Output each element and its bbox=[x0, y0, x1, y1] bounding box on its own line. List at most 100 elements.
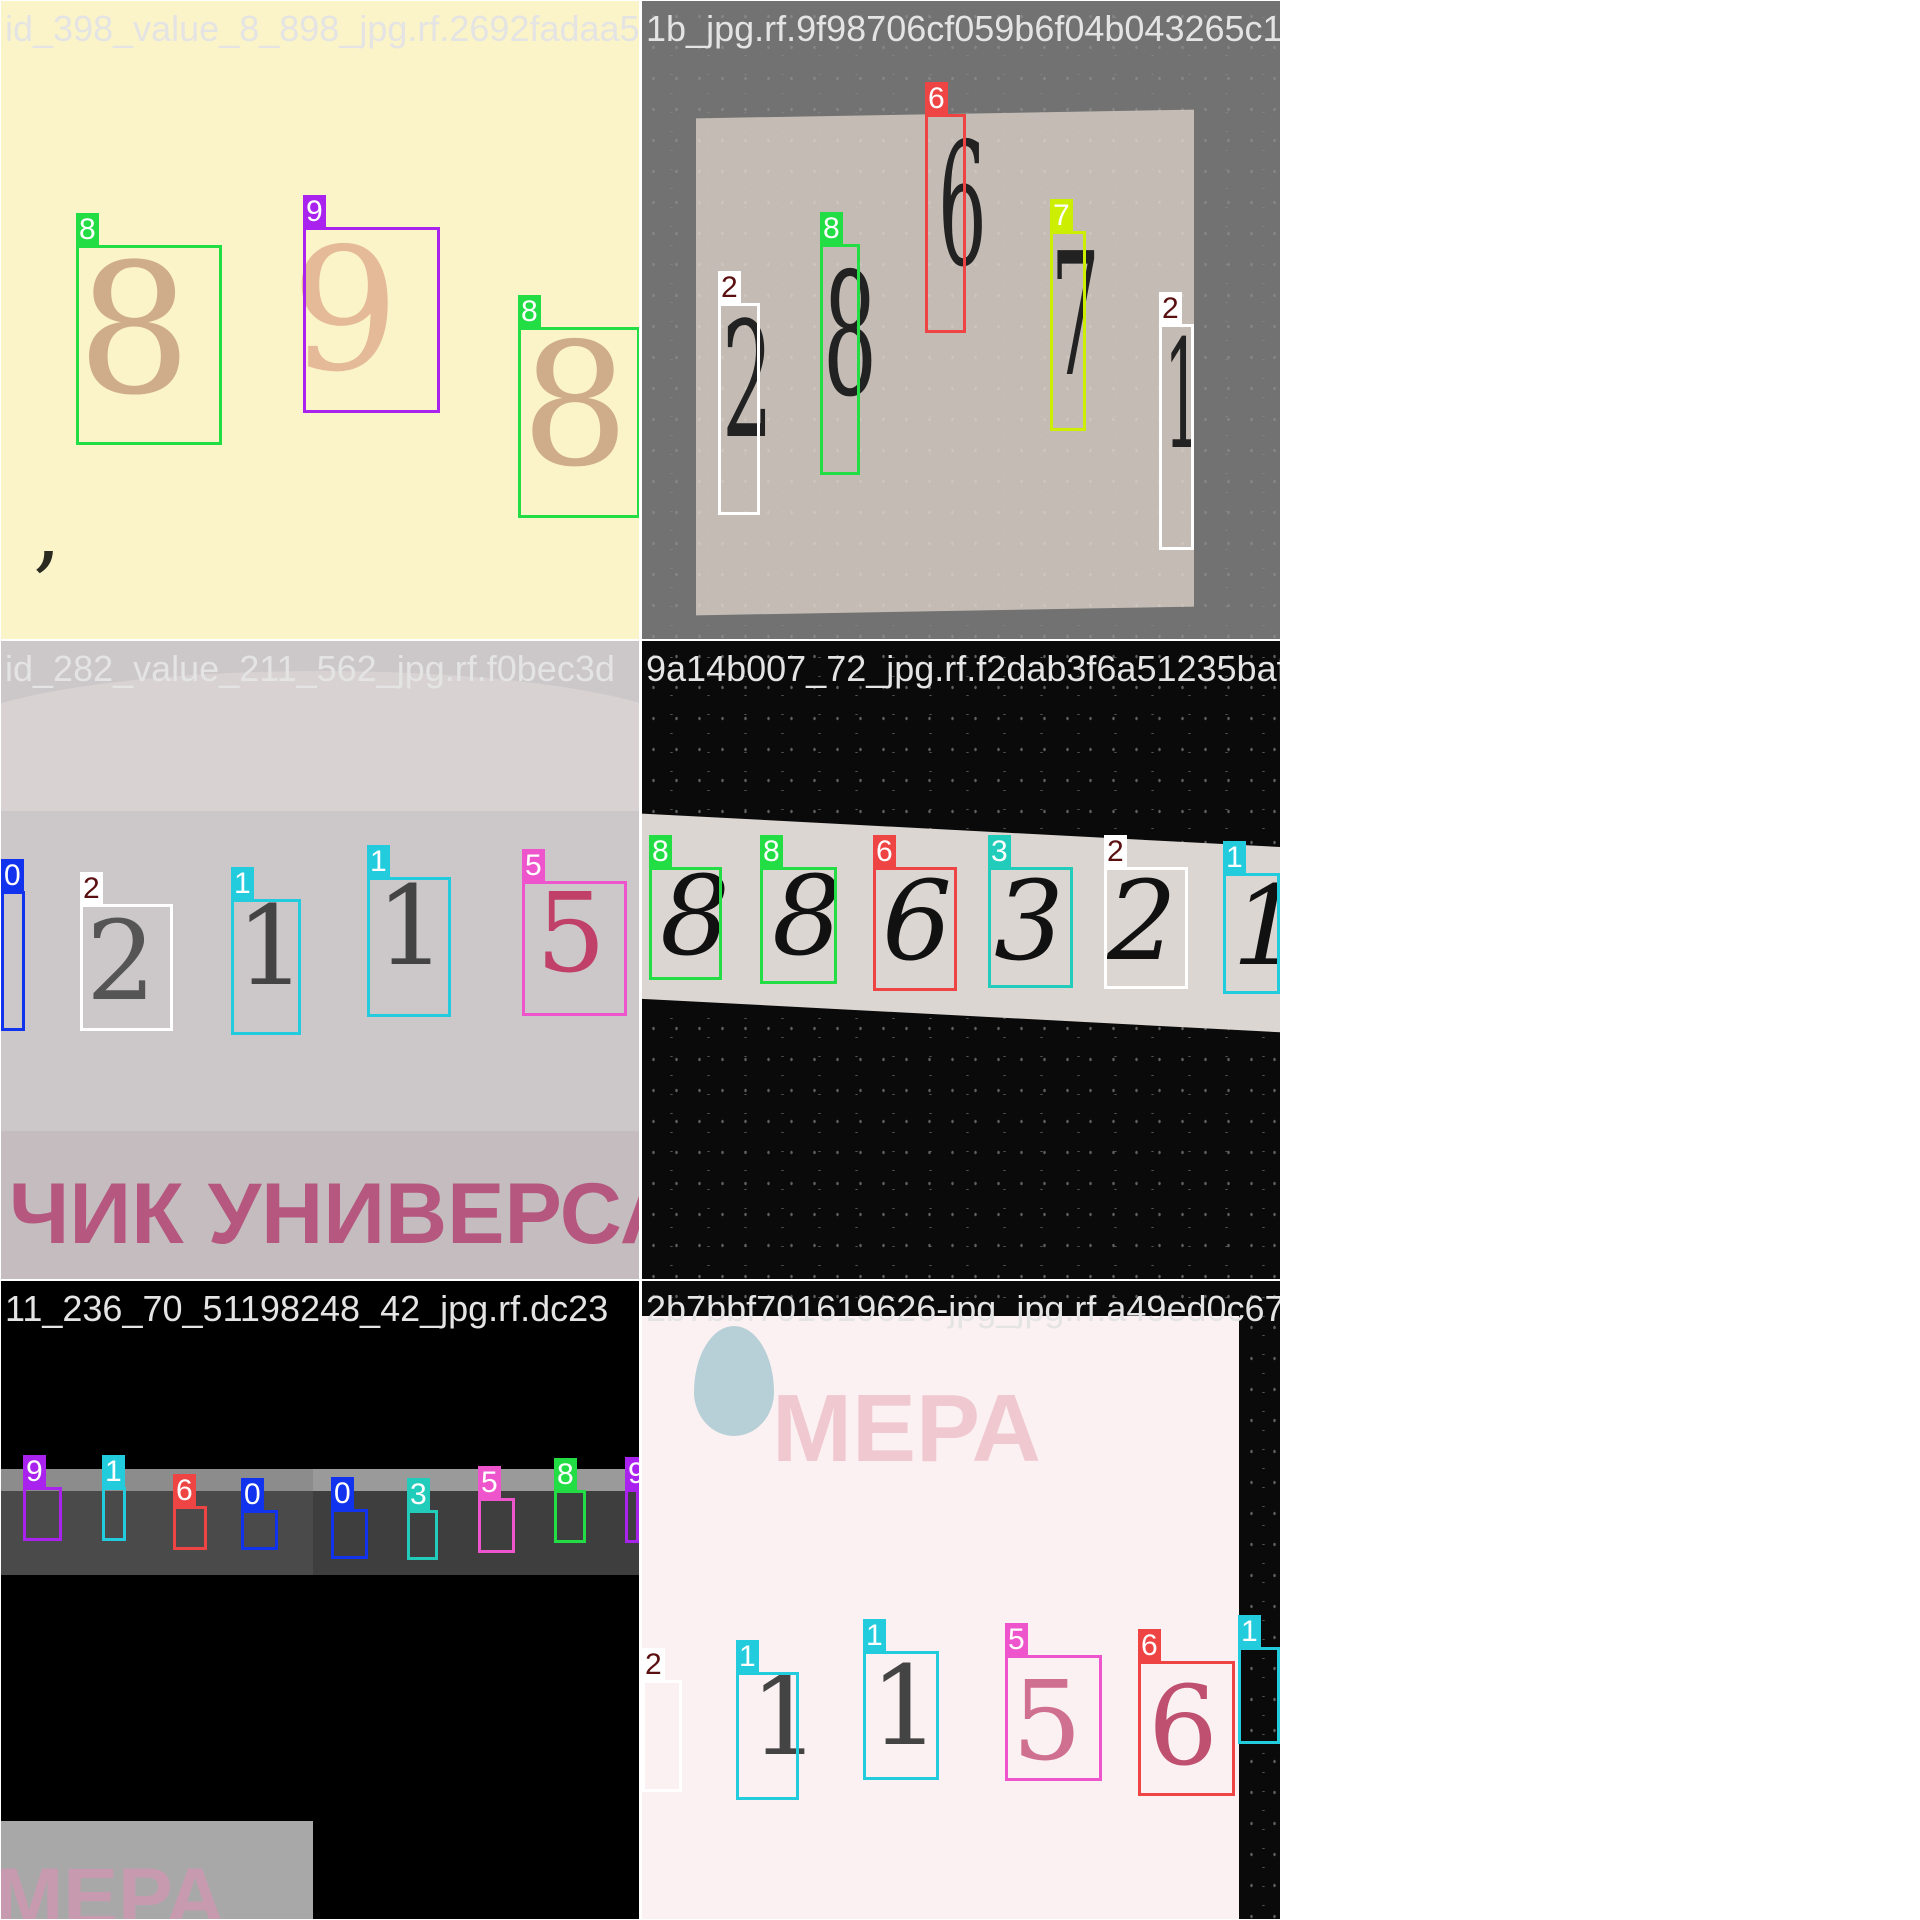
scene-digit: 6 bbox=[1148, 1662, 1218, 1790]
image-caption: 9a14b007_72_jpg.rf.f2dab3f6a51235baf2e42 bbox=[646, 648, 1280, 689]
scene-digit: 1 bbox=[870, 1642, 940, 1770]
detection-label: 9 bbox=[303, 195, 326, 229]
detection-label: 8 bbox=[820, 212, 843, 246]
detection-label: 1 bbox=[1238, 1615, 1261, 1649]
scene-text: МЕРА bbox=[772, 1375, 1041, 1482]
image-caption: 1b_jpg.rf.9f98706cf059b6f04b043265c1f4d7… bbox=[646, 8, 1280, 49]
detection-box bbox=[988, 867, 1073, 988]
scene-digit: 8 bbox=[77, 226, 192, 435]
detection-label: 0 bbox=[1, 859, 24, 893]
detection-label: 8 bbox=[554, 1458, 577, 1492]
detection-label: 6 bbox=[173, 1474, 196, 1508]
detection-box bbox=[23, 1487, 62, 1541]
detection-label: 2 bbox=[1104, 835, 1127, 869]
image-caption: 2b7bbf701619626-jpg_jpg.rf.a49ed0c674574 bbox=[646, 1288, 1280, 1329]
detection-label: 2 bbox=[642, 1648, 665, 1682]
detection-box bbox=[522, 881, 627, 1016]
detection-label: 3 bbox=[988, 835, 1011, 869]
scene-digit: 6 bbox=[938, 107, 987, 305]
scene-digit: 3 bbox=[994, 857, 1064, 985]
detection-box bbox=[1138, 1661, 1235, 1796]
detection-box bbox=[80, 904, 173, 1031]
detection-label: 8 bbox=[518, 295, 541, 329]
detection-label: 1 bbox=[231, 867, 254, 901]
detection-box bbox=[820, 244, 860, 475]
scene-digit: 1 bbox=[1232, 871, 1280, 981]
scene-text: ЧИК УНИВЕРСА bbox=[9, 1166, 639, 1262]
detection-box bbox=[863, 1651, 939, 1780]
scene-digit: 5 bbox=[1012, 1657, 1082, 1785]
detection-box bbox=[649, 867, 722, 980]
detection-box bbox=[76, 245, 222, 445]
scene-digit: 8 bbox=[521, 307, 630, 505]
detection-box bbox=[241, 1510, 278, 1550]
detection-box bbox=[1223, 873, 1280, 994]
tile-5: МЕРА 1 1 5 6 2 1 1 5 6 1 2b7bbf701619626… bbox=[642, 1281, 1280, 1919]
scene-digit: 5 bbox=[536, 869, 606, 997]
scene-digit: 2 bbox=[722, 287, 773, 474]
detection-label: 6 bbox=[925, 82, 948, 116]
image-caption: 11_236_70_51198248_42_jpg.rf.dc23 bbox=[5, 1288, 609, 1329]
detection-label: 2 bbox=[1159, 292, 1182, 326]
tile-3: 8 8 6 3 2 1 8 8 6 3 2 1 9a14b007_72_jpg.… bbox=[642, 641, 1280, 1279]
detection-label: 1 bbox=[736, 1640, 759, 1674]
detection-box bbox=[331, 1509, 368, 1559]
detection-label: 1 bbox=[367, 845, 390, 879]
detection-label: 1 bbox=[102, 1455, 125, 1489]
scene-digit: 2 bbox=[1107, 857, 1177, 985]
detection-box bbox=[925, 114, 966, 333]
detection-label: 9 bbox=[625, 1457, 639, 1491]
panel-bottom bbox=[1, 1131, 639, 1279]
detection-box bbox=[760, 867, 837, 984]
detection-label: 6 bbox=[873, 835, 896, 869]
detection-box bbox=[718, 303, 760, 515]
detection-box bbox=[478, 1498, 515, 1553]
detection-box bbox=[367, 877, 451, 1017]
detection-box bbox=[518, 327, 639, 518]
detection-label: 8 bbox=[760, 835, 783, 869]
detection-box bbox=[407, 1510, 438, 1560]
image-caption: id_398_value_8_898_jpg.rf.2692fadaa5f93 bbox=[5, 8, 639, 49]
detection-box bbox=[231, 899, 301, 1035]
detection-box bbox=[1050, 231, 1086, 431]
detection-box bbox=[625, 1489, 639, 1543]
detection-box bbox=[1, 891, 25, 1031]
detection-label: 5 bbox=[522, 849, 545, 883]
detection-box bbox=[554, 1490, 586, 1543]
detection-label: 1 bbox=[863, 1619, 886, 1653]
tile-0: 8 9 8 , 8 9 8 id_398_value_8_898_jpg.rf.… bbox=[1, 1, 639, 639]
detection-label: 0 bbox=[331, 1477, 354, 1511]
detection-box bbox=[1159, 324, 1194, 550]
detection-label: 5 bbox=[478, 1466, 501, 1500]
image-caption: id_282_value_211_562_jpg.rf.f0bec3d bbox=[5, 648, 615, 689]
bottom-photo: МЕРА bbox=[1, 1821, 313, 1919]
scene-digit: , bbox=[33, 478, 62, 583]
detection-box bbox=[1238, 1647, 1280, 1744]
detection-box bbox=[642, 1680, 682, 1792]
detection-label: 8 bbox=[649, 835, 672, 869]
detection-box bbox=[102, 1487, 126, 1541]
tile-1: 2 8 6 7 1 2 8 6 7 2 1b_jpg.rf.9f98706cf0… bbox=[642, 1, 1280, 639]
scene-digit: 6 bbox=[882, 857, 952, 985]
detection-box bbox=[1104, 867, 1188, 989]
detection-label: 7 bbox=[1050, 199, 1073, 233]
detection-label: 9 bbox=[23, 1455, 46, 1489]
tile-2: ЧИК УНИВЕРСА 2 1 1 5 0 2 1 1 5 id_282_va… bbox=[1, 641, 639, 1279]
tile-4: МЕРА 9 1 6 0 0 3 5 8 9 11_236_70_5119824… bbox=[1, 1281, 639, 1919]
detection-label: 2 bbox=[80, 872, 103, 906]
scene-text: МЕРА bbox=[1, 1852, 225, 1920]
detection-box bbox=[173, 1506, 207, 1550]
detection-label: 2 bbox=[718, 271, 741, 305]
detection-label: 3 bbox=[407, 1478, 430, 1512]
panel-arch bbox=[1, 671, 639, 811]
detection-box bbox=[1005, 1655, 1102, 1781]
detection-label: 6 bbox=[1138, 1629, 1161, 1663]
scene-digit: 1 bbox=[236, 882, 306, 1010]
detection-box bbox=[303, 227, 440, 413]
scene-digit: 8 bbox=[823, 237, 878, 435]
scene-digit: 8 bbox=[772, 852, 842, 980]
scene-digit: 1 bbox=[1164, 309, 1203, 483]
scene-digit: 1 bbox=[376, 862, 446, 990]
detection-label: 1 bbox=[1223, 841, 1246, 875]
detection-box bbox=[873, 867, 957, 991]
